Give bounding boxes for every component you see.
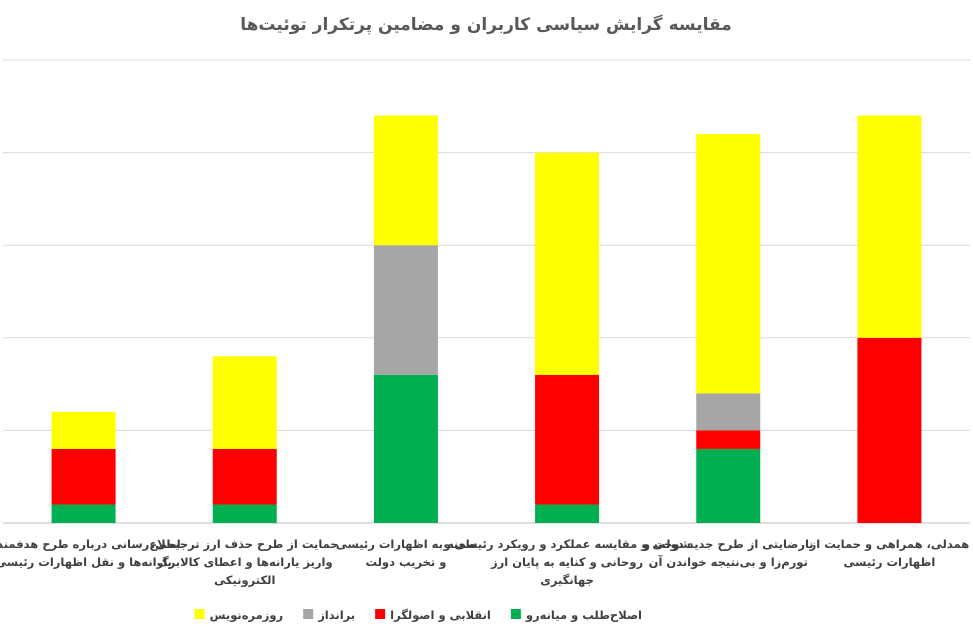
bar-segment [373, 374, 438, 523]
bar-segment [212, 356, 277, 449]
bar-segment [857, 115, 922, 338]
bar-segment [857, 337, 922, 523]
bar-segment [51, 504, 116, 523]
gridlines [3, 59, 970, 524]
legend-label: روزمره‌نویس [210, 608, 284, 623]
bar-segment [51, 448, 116, 505]
chart-title: مقایسه گرایش سیاسی کاربران و مضامین پرتک… [240, 14, 732, 35]
legend-swatch [303, 609, 314, 619]
legend-swatch [510, 609, 521, 619]
bar-segment [373, 115, 438, 246]
category-labels: اطلاع‌رسانی درباره طرح هدفمندی یارانه‌ها … [0, 537, 969, 588]
bar-segment [535, 374, 600, 505]
legend-label: اصلاح‌طلب و میانه‌رو [525, 608, 642, 623]
bar-segment [696, 448, 761, 523]
category-label: حمایت از طرح حذف ارز ترجیحی، واریز یارانه… [151, 537, 339, 588]
category-label: طعنه به اظهارات رئیسی و تخریب دولت [336, 537, 476, 570]
legend-swatch [375, 609, 386, 619]
bar-segment [696, 134, 761, 394]
bar-segment [696, 430, 761, 449]
category-label: اطلاع‌رسانی درباره طرح هدفمندی یارانه‌ها … [0, 537, 181, 570]
legend-item: برانداز [303, 608, 355, 622]
legend-item: انقلابی و اصولگرا [375, 608, 491, 623]
bar-segment [373, 245, 438, 375]
category-label: شوخی و مقایسه عملکرد و رویکرد رئیسی و روح… [442, 537, 690, 587]
bar-segment [212, 504, 277, 523]
legend-swatch [194, 609, 205, 619]
legend-item: روزمره‌نویس [194, 608, 284, 623]
bars [51, 115, 922, 523]
bar-segment [535, 152, 600, 375]
legend-label: برانداز [317, 608, 355, 622]
bar-segment [696, 393, 761, 431]
category-label: همدلی، همراهی و حمایت از اظهارات رئیسی [809, 537, 970, 569]
bar-segment [51, 411, 116, 449]
bar-segment [535, 504, 600, 523]
category-label: نارضایتی از طرح جدید دولت و تورم‌زا و بی‌… [642, 537, 814, 570]
legend: اصلاح‌طلب و میانه‌رو انقلابی و اصولگرا برا… [194, 608, 642, 623]
bar-segment [212, 448, 277, 505]
legend-label: انقلابی و اصولگرا [390, 608, 491, 623]
legend-item: اصلاح‌طلب و میانه‌رو [510, 608, 642, 623]
